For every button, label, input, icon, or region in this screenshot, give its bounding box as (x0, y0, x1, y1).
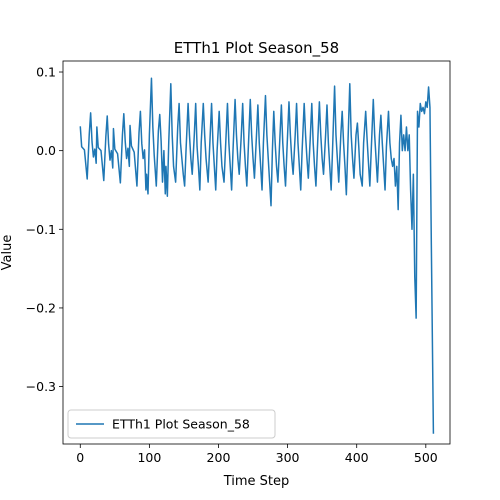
x-axis-ticks: 0 100 200 300 400 500 (76, 444, 438, 465)
x-tick-label: 300 (276, 450, 300, 465)
axes-frame (62, 60, 451, 445)
legend-label: ETTh1 Plot Season_58 (112, 417, 250, 432)
y-tick-label: −0.2 (26, 300, 56, 315)
legend-box (67, 409, 276, 439)
y-tick-label: −0.3 (26, 379, 56, 394)
y-tick-label: 0.1 (36, 65, 56, 80)
legend: ETTh1 Plot Season_58 (67, 409, 276, 439)
y-tick-label: 0.0 (36, 143, 56, 158)
x-tick-label: 500 (414, 450, 438, 465)
x-axis-label: Time Step (223, 474, 290, 489)
x-tick-label: 400 (345, 450, 369, 465)
y-axis-label: Value (0, 235, 15, 271)
y-axis-ticks: −0.3 −0.2 −0.1 0.0 0.1 (26, 65, 63, 394)
chart-title: ETTh1 Plot Season_58 (174, 39, 339, 58)
plot-area (79, 77, 435, 434)
x-tick-label: 200 (207, 450, 231, 465)
x-tick-label: 100 (137, 450, 161, 465)
x-tick-label: 0 (76, 450, 84, 465)
series-line-etth1-season-58 (79, 77, 435, 434)
y-tick-label: −0.1 (26, 222, 56, 237)
